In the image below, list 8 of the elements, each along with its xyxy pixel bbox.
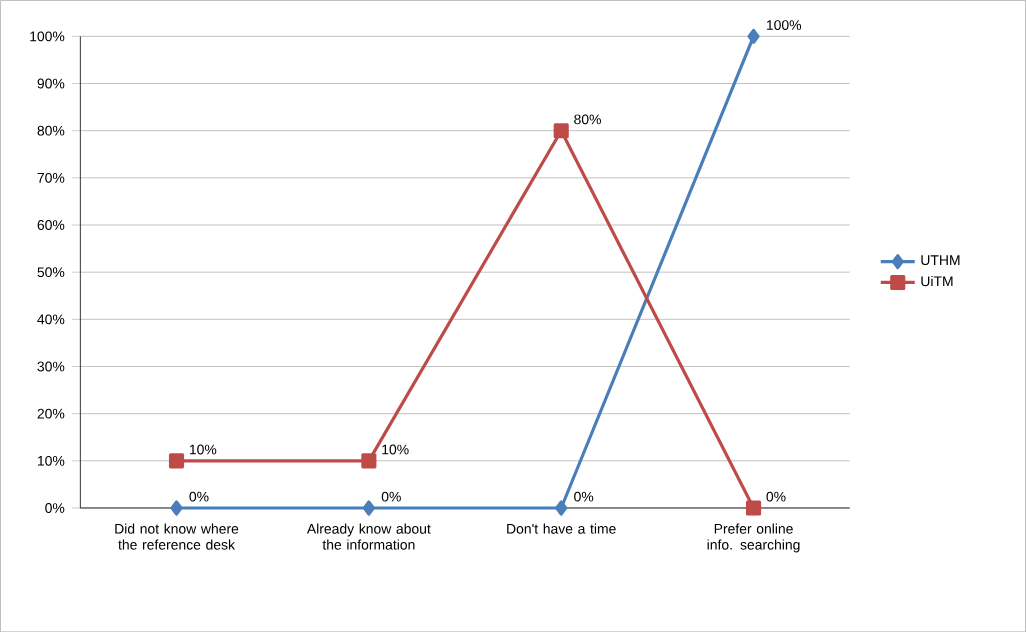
point — [747, 28, 760, 44]
point — [553, 122, 569, 139]
point — [362, 500, 375, 516]
point — [361, 453, 377, 469]
point — [555, 500, 568, 516]
point — [168, 453, 185, 469]
point — [170, 500, 183, 516]
point — [745, 500, 762, 516]
